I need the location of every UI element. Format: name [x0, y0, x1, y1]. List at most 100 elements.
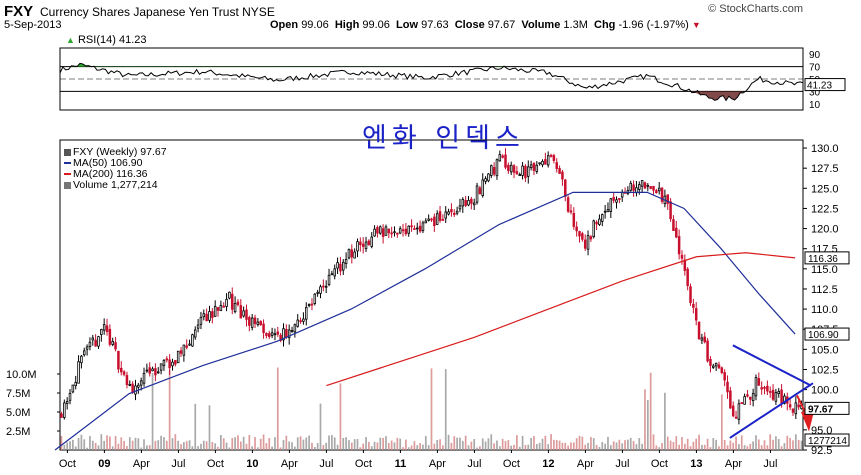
ma50-line: [54, 191, 796, 451]
candle-body: [666, 194, 669, 204]
volume-tick-label: 7.5M: [6, 388, 30, 400]
candle-body: [361, 243, 365, 247]
candle-body: [407, 225, 410, 234]
x-tick-label: Apr: [429, 458, 446, 470]
candle-body: [788, 404, 792, 408]
candle-body: [71, 384, 75, 393]
volume-bar: [254, 437, 256, 450]
volume-bar: [154, 440, 157, 450]
rsi-tick-label: 70: [809, 63, 821, 74]
volume-bar: [336, 444, 339, 450]
volume-bar: [789, 437, 791, 450]
volume-bar: [601, 441, 604, 450]
candle-body: [139, 380, 143, 386]
candle-body: [88, 341, 92, 348]
candle-body: [188, 343, 191, 346]
volume-bar: [800, 440, 803, 450]
price-tick-label: 120.0: [811, 224, 839, 236]
candle-body: [490, 165, 493, 176]
candle-body: [507, 164, 510, 171]
volume-bar: [100, 434, 103, 450]
volume-bar: [191, 446, 194, 450]
candle-body: [706, 340, 709, 362]
candle-body: [373, 228, 376, 237]
candle-body: [296, 319, 299, 327]
volume-bar: [279, 447, 282, 450]
candle-body: [77, 361, 80, 384]
volume-bar: [202, 440, 205, 450]
volume-bar: [436, 439, 439, 450]
candle-body: [521, 165, 524, 176]
price-tick-label: 105.0: [811, 344, 839, 356]
price-tick-label: 92.5: [811, 445, 832, 457]
volume-bar: [83, 439, 86, 450]
candle-body: [504, 154, 507, 168]
volume-bar: [447, 434, 450, 450]
security-name: Currency Shares Japanese Yen Trust NYSE: [40, 5, 275, 19]
volume-bar: [134, 437, 137, 450]
candle-body: [774, 392, 778, 402]
volume-bar: [666, 436, 669, 450]
volume-bar: [783, 443, 786, 450]
candle-body: [470, 198, 473, 204]
volume-bar: [69, 441, 71, 450]
volume-bar: [570, 442, 572, 450]
candle-body: [194, 329, 197, 338]
volume-tick-label: 10.0M: [6, 369, 37, 381]
candle-body: [606, 209, 610, 213]
candle-body: [262, 323, 265, 333]
candle-body: [541, 160, 544, 166]
volume-bar: [424, 436, 427, 450]
volume-bar: [649, 372, 652, 450]
volume-bar: [313, 446, 316, 450]
volume-bar: [755, 435, 757, 450]
volume-bar: [746, 446, 749, 450]
brand-text: © StockCharts.com: [708, 3, 803, 15]
candle-body: [185, 345, 188, 348]
x-tick-label: Oct: [651, 458, 668, 470]
volume-bar: [131, 440, 134, 450]
candle-body: [154, 368, 157, 376]
volume-bar: [518, 446, 521, 450]
volume-bar: [769, 434, 772, 450]
candle-body: [356, 241, 359, 252]
candle-body: [478, 187, 482, 195]
candle-body: [68, 392, 72, 401]
candle-body: [731, 405, 735, 417]
volume-bar: [740, 435, 743, 450]
candle-body: [709, 358, 712, 366]
candle-body: [675, 227, 678, 238]
volume-bar: [109, 436, 111, 450]
candle-body: [757, 378, 761, 386]
security-name-text: Currency Shares Japanese Yen Trust: [40, 5, 239, 19]
candle-body: [376, 227, 379, 234]
volume-bar: [430, 368, 433, 450]
volume-bar: [726, 445, 729, 450]
volume-tag-text: 1277214: [808, 436, 847, 447]
price-tick-label: 115.0: [811, 264, 838, 276]
volume-bar: [442, 445, 444, 450]
candle-body: [461, 199, 465, 207]
x-tick-label: Jul: [319, 458, 333, 470]
candle-body: [586, 235, 590, 250]
candle-body: [225, 298, 228, 307]
chg-value: -1.96 (-1.97%): [618, 19, 689, 31]
candle-body: [683, 259, 687, 271]
volume-bar: [342, 437, 345, 450]
x-tick-label: Oct: [355, 458, 372, 470]
candle-body: [535, 164, 539, 172]
volume-bar: [308, 435, 310, 450]
candle-body: [148, 367, 151, 374]
x-tick-label: Oct: [503, 458, 520, 470]
volume-bar: [706, 438, 709, 450]
candle-body: [282, 328, 285, 341]
candle-body: [529, 164, 533, 169]
price-tick-label: 100.0: [811, 385, 839, 397]
volume-bar: [658, 447, 661, 450]
candle-body: [652, 185, 655, 191]
volume-bar: [464, 435, 467, 450]
candle-body: [754, 377, 758, 397]
high-label: High: [334, 19, 360, 31]
volume-bar: [575, 438, 578, 450]
volume-bar: [553, 439, 555, 450]
